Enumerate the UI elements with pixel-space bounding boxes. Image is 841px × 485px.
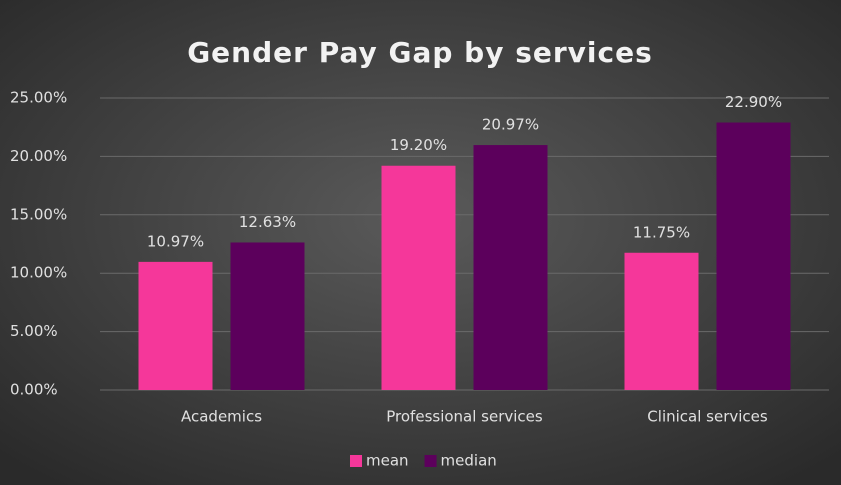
y-tick-label: 5.00% bbox=[10, 322, 58, 340]
legend-swatch bbox=[424, 455, 437, 467]
y-tick-label: 15.00% bbox=[10, 205, 67, 223]
value-label: 22.90% bbox=[725, 93, 782, 111]
legend-label: median bbox=[441, 452, 497, 470]
y-tick-label: 25.00% bbox=[10, 89, 67, 107]
y-tick-label: 0.00% bbox=[10, 381, 58, 399]
value-label: 20.97% bbox=[482, 116, 539, 134]
chart-title: Gender Pay Gap by services bbox=[187, 36, 653, 69]
bar bbox=[230, 242, 305, 390]
y-tick-label: 20.00% bbox=[10, 147, 67, 165]
legend-swatch bbox=[350, 455, 362, 467]
value-label: 19.20% bbox=[390, 136, 447, 154]
value-label: 11.75% bbox=[633, 223, 690, 241]
x-tick-label: Academics bbox=[181, 408, 262, 426]
bar bbox=[473, 145, 548, 390]
value-label: 10.97% bbox=[147, 232, 204, 250]
x-tick-label: Clinical services bbox=[647, 408, 768, 426]
bar bbox=[381, 165, 456, 390]
bar bbox=[624, 252, 699, 390]
value-label: 12.63% bbox=[239, 213, 296, 231]
x-tick-label: Professional services bbox=[386, 408, 543, 426]
legend-label: mean bbox=[366, 452, 409, 470]
bar bbox=[716, 122, 791, 390]
y-tick-label: 10.00% bbox=[10, 264, 67, 282]
bar bbox=[138, 261, 213, 390]
